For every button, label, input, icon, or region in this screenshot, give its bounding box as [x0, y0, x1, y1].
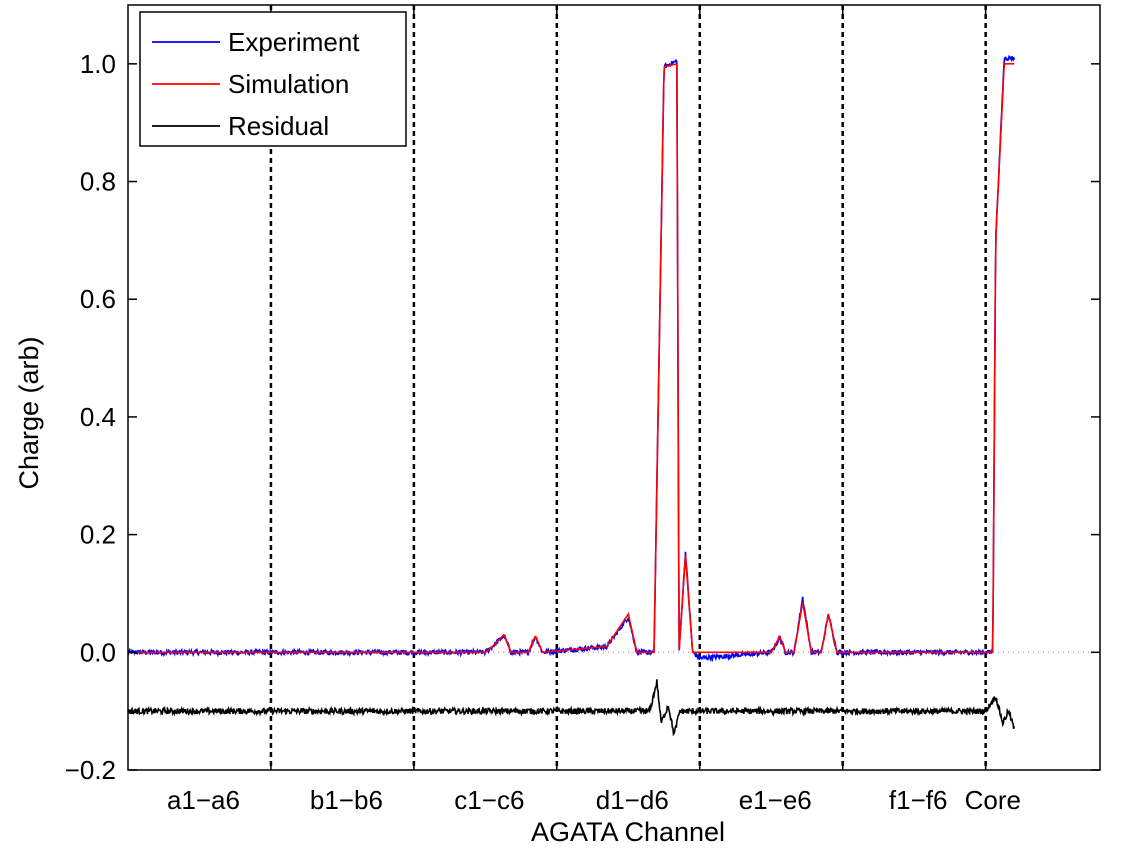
legend: Experiment Simulation Residual	[139, 11, 407, 147]
plot-frame	[127, 4, 1101, 771]
x-tick-label: c1−c6	[454, 785, 524, 815]
y-tick-label: −0.2	[65, 755, 116, 785]
series-line-simulation	[128, 62, 1015, 654]
series-line-residual	[127, 679, 1016, 737]
y-tick-label: 0.4	[80, 402, 116, 432]
legend-box	[139, 11, 407, 147]
axes: −0.2 0.0 0.2 0.4 0.6 0.8 1.0 a1−a6 b1−b6 c1−c6 d1−…	[65, 4, 1101, 815]
y-axis-label: Charge (arb)	[14, 336, 44, 489]
y-tick-label: 0.0	[80, 637, 116, 667]
x-tick-label: b1−b6	[310, 785, 383, 815]
y-tick-label: 0.6	[80, 284, 116, 314]
x-tick-label: d1−d6	[596, 785, 669, 815]
x-axis-label: AGATA Channel	[531, 817, 725, 847]
x-tick-label: Core	[965, 785, 1021, 815]
legend-label: Residual	[228, 111, 329, 141]
x-tick-label: f1−f6	[889, 785, 948, 815]
x-tick-label: a1−a6	[167, 785, 240, 815]
y-tick-label: 0.8	[80, 167, 116, 197]
y-tick-label: 1.0	[80, 49, 116, 79]
legend-label: Experiment	[228, 27, 360, 57]
x-tick-label: e1−e6	[739, 785, 812, 815]
legend-label: Simulation	[228, 69, 349, 99]
y-tick-label: 0.2	[80, 520, 116, 550]
